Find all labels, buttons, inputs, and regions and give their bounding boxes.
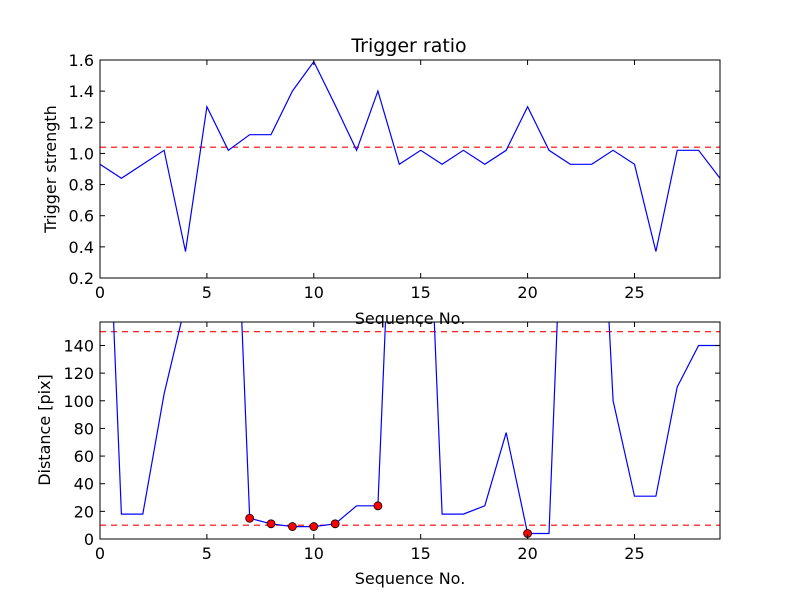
x-tick-label: 0 <box>95 283 105 302</box>
series-line <box>100 60 720 252</box>
y-tick-label: 0.2 <box>69 269 94 288</box>
y-tick-label: 20 <box>74 502 94 521</box>
y-tick-label: 0 <box>84 530 94 549</box>
highlight-point <box>288 522 297 531</box>
y-tick-label: 1.6 <box>69 51 94 70</box>
x-axis-label: Sequence No. <box>355 569 466 588</box>
x-tick-label: 20 <box>517 544 537 563</box>
x-tick-label: 25 <box>624 283 644 302</box>
highlight-point <box>330 519 340 529</box>
x-tick-label: 15 <box>411 283 431 302</box>
y-ticks: 0.2 0.4 0.6 0.8 1.0 1.2 1.4 1.6 <box>69 51 720 288</box>
highlight-point <box>373 501 383 511</box>
highlight-markers <box>245 501 532 538</box>
x-tick-label: 10 <box>304 283 324 302</box>
x-tick-label: 5 <box>202 283 212 302</box>
y-tick-label: 140 <box>63 336 94 355</box>
y-tick-label: 60 <box>74 447 94 466</box>
x-ticks: 0 5 10 15 20 25 <box>95 60 645 302</box>
plot-frame <box>99 59 721 279</box>
y-tick-label: 40 <box>74 475 94 494</box>
x-tick-label: 20 <box>517 283 537 302</box>
chart-title: Trigger ratio <box>350 35 466 57</box>
distance-chart: 0 5 10 15 20 25 0 20 40 60 80 100 120 140 Sequence N… <box>35 321 721 588</box>
series-line <box>113 322 720 535</box>
y-tick-label: 1.4 <box>69 82 94 101</box>
x-tick-label: 15 <box>411 544 431 563</box>
y-axis-label: Trigger strength <box>41 105 60 234</box>
plot-frame <box>99 321 721 540</box>
trigger-ratio-chart: Trigger ratio 0 5 10 15 20 25 0.2 0.4 0.6 0.8 1.0… <box>41 35 721 328</box>
reference-lines <box>100 331 720 526</box>
x-tick-label: 25 <box>624 544 644 563</box>
highlight-point <box>309 522 319 531</box>
series-lines <box>100 60 720 252</box>
y-tick-label: 1.2 <box>69 113 94 132</box>
y-tick-label: 100 <box>63 392 94 411</box>
y-tick-label: 0.4 <box>69 238 94 257</box>
x-ticks: 0 5 10 15 20 25 <box>95 322 645 563</box>
x-tick-label: 0 <box>95 544 105 563</box>
x-tick-label: 10 <box>304 544 324 563</box>
y-ticks: 0 20 40 60 80 100 120 140 <box>63 336 720 549</box>
x-tick-label: 5 <box>202 544 212 563</box>
highlight-point <box>245 513 255 523</box>
x-axis-label: Sequence No. <box>355 309 466 328</box>
highlight-point <box>266 519 276 529</box>
y-tick-label: 120 <box>63 364 94 383</box>
y-axis-label: Distance [pix] <box>35 374 54 486</box>
series-lines <box>113 322 720 535</box>
y-tick-label: 1.0 <box>69 144 94 163</box>
y-tick-label: 0.6 <box>69 207 94 226</box>
y-tick-label: 80 <box>74 419 94 438</box>
y-tick-label: 0.8 <box>69 176 94 195</box>
